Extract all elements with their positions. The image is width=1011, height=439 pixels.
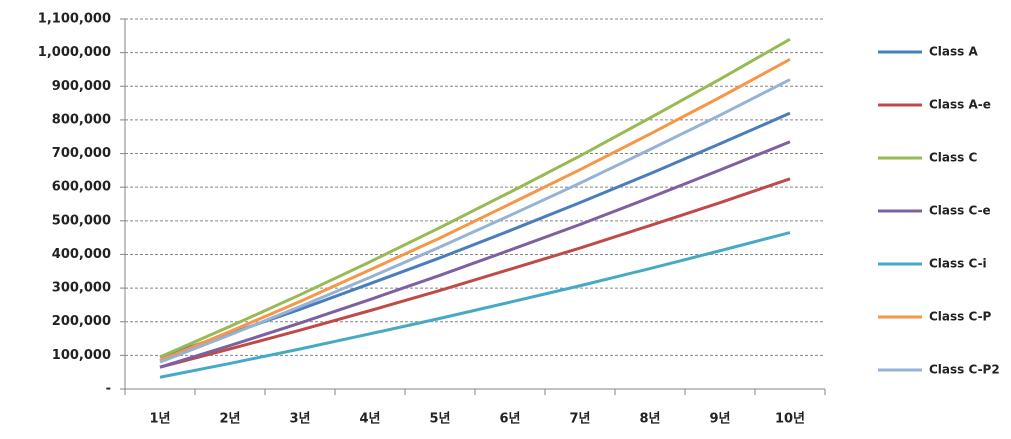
x-tick-label: 7년	[569, 412, 590, 427]
x-tick-label: 2년	[219, 412, 240, 427]
y-tick-label: 1,000,000	[38, 45, 111, 60]
x-tick-label: 4년	[359, 412, 380, 427]
legend-label: Class A-e	[929, 98, 991, 112]
x-tick-label: 1년	[149, 412, 170, 427]
y-tick-label: 700,000	[52, 146, 111, 161]
y-tick-label: -	[106, 382, 111, 397]
x-tick-label: 9년	[709, 412, 730, 427]
x-tick-label: 6년	[499, 412, 520, 427]
x-tick-label: 5년	[429, 412, 450, 427]
x-tick-label: 3년	[289, 412, 310, 427]
x-tick-label: 8년	[639, 412, 660, 427]
y-tick-label: 900,000	[52, 79, 111, 94]
legend-label: Class C-i	[929, 257, 987, 271]
series-line	[159, 37, 791, 359]
y-tick-label: 200,000	[52, 314, 111, 329]
legend-label: Class A	[929, 45, 978, 59]
legend-label: Class C-e	[929, 204, 991, 218]
y-tick-label: 800,000	[52, 112, 111, 127]
y-tick-label: 600,000	[52, 180, 111, 195]
y-tick-label: 1,100,000	[38, 12, 111, 27]
legend-label: Class C-P2	[929, 363, 1000, 377]
y-tick-label: 100,000	[52, 348, 111, 363]
y-tick-label: 500,000	[52, 213, 111, 228]
y-tick-label: 400,000	[52, 247, 111, 262]
series-line	[159, 58, 791, 362]
y-tick-label: 300,000	[52, 281, 111, 296]
x-tick-label: 10년	[775, 412, 805, 427]
series-line	[159, 231, 791, 379]
series-line	[159, 140, 791, 369]
legend-label: Class C-P	[929, 310, 992, 324]
legend-label: Class C	[929, 151, 977, 165]
series-line	[159, 78, 791, 364]
series-line	[159, 177, 791, 369]
